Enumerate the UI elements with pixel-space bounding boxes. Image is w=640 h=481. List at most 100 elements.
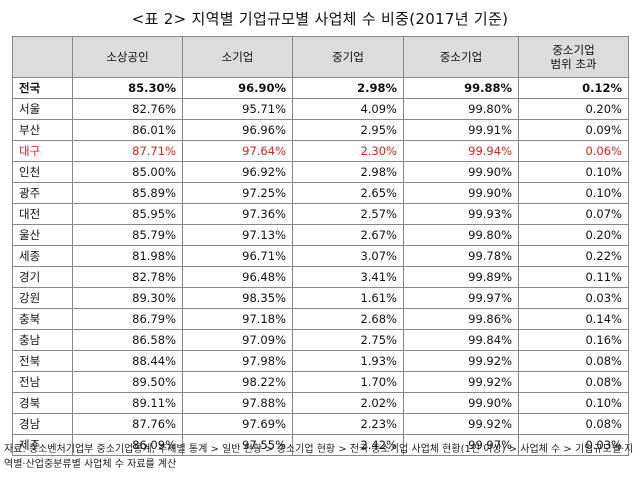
value-cell: 96.48% [182,266,293,288]
value-cell: 0.22% [518,245,629,267]
region-cell: 전국 [12,77,73,99]
value-cell: 3.41% [292,266,404,288]
value-cell: 96.90% [182,77,293,99]
value-cell: 4.09% [292,98,404,120]
value-cell: 96.96% [182,119,293,141]
value-cell: 89.50% [72,371,183,393]
value-cell: 2.23% [292,413,404,435]
region-cell: 울산 [12,224,73,246]
region-cell: 경기 [12,266,73,288]
value-cell: 3.07% [292,245,404,267]
value-cell: 0.06% [518,140,629,162]
value-cell: 2.75% [292,329,404,351]
value-cell: 99.97% [403,434,519,456]
value-cell: 97.64% [182,140,293,162]
value-cell: 99.93% [403,203,519,225]
value-cell: 99.92% [403,371,519,393]
value-cell: 81.98% [72,245,183,267]
value-cell: 2.95% [292,119,404,141]
value-cell: 86.79% [72,308,183,330]
value-cell: 95.71% [182,98,293,120]
table-row: 전남 89.50% 98.22% 1.70% 99.92% 0.08% [12,371,629,393]
region-cell: 전남 [12,371,73,393]
value-cell: 99.97% [403,287,519,309]
table-row: 경기 82.78% 96.48% 3.41% 99.89% 0.11% [12,266,629,288]
region-cell: 세종 [12,245,73,267]
value-cell: 87.76% [72,413,183,435]
table-row: 전국 85.30% 96.90% 2.98% 99.88% 0.12% [12,77,629,99]
value-cell: 2.67% [292,224,404,246]
table-row: 경북 89.11% 97.88% 2.02% 99.90% 0.10% [12,392,629,414]
value-cell: 2.98% [292,161,404,183]
value-cell: 99.88% [403,77,519,99]
value-cell: 97.18% [182,308,293,330]
table-row: 충남 86.58% 97.09% 2.75% 99.84% 0.16% [12,329,629,351]
value-cell: 99.90% [403,161,519,183]
value-cell: 86.01% [72,119,183,141]
value-cell: 82.78% [72,266,183,288]
column-header: 중소기업 범위 초과 [518,36,629,78]
value-cell: 0.07% [518,203,629,225]
value-cell: 99.80% [403,98,519,120]
table-row: 전북 88.44% 97.98% 1.93% 99.92% 0.08% [12,350,629,372]
value-cell: 0.10% [518,182,629,204]
value-cell: 99.89% [403,266,519,288]
value-cell: 97.13% [182,224,293,246]
table-row: 대구 87.71% 97.64% 2.30% 99.94% 0.06% [12,140,629,162]
value-cell: 0.09% [518,119,629,141]
column-header: 소기업 [182,36,293,78]
column-header: 소상공인 [72,36,183,78]
value-cell: 97.98% [182,350,293,372]
value-cell: 0.12% [518,77,629,99]
value-cell: 82.76% [72,98,183,120]
value-cell: 1.93% [292,350,404,372]
value-cell: 99.92% [403,413,519,435]
table-title: <표 2> 지역별 기업규모별 사업체 수 비중(2017년 기준) [131,10,509,28]
value-cell: 0.14% [518,308,629,330]
value-cell: 85.00% [72,161,183,183]
value-cell: 89.30% [72,287,183,309]
value-cell: 97.69% [182,413,293,435]
value-cell: 1.70% [292,371,404,393]
value-cell: 88.44% [72,350,183,372]
value-cell: 0.08% [518,371,629,393]
source-note: 자료: 중소벤처기업부 중소기업통계, 주제별 통계 > 일반 현황 > 중소기… [4,444,634,470]
value-cell: 0.20% [518,224,629,246]
value-cell: 97.09% [182,329,293,351]
table-row: 대전 85.95% 97.36% 2.57% 99.93% 0.07% [12,203,629,225]
value-cell: 99.80% [403,224,519,246]
value-cell: 2.68% [292,308,404,330]
value-cell: 97.55% [182,434,293,456]
value-cell: 2.57% [292,203,404,225]
value-cell: 98.35% [182,287,293,309]
region-cell: 부산 [12,119,73,141]
table-row: 강원 89.30% 98.35% 1.61% 99.97% 0.03% [12,287,629,309]
table-body: 전국 85.30% 96.90% 2.98% 99.88% 0.12% 서울 82.76% 95… [12,77,629,456]
value-cell: 0.03% [518,434,629,456]
value-cell: 99.92% [403,350,519,372]
value-cell: 96.92% [182,161,293,183]
value-cell: 97.25% [182,182,293,204]
region-cell: 서울 [12,98,73,120]
value-cell: 0.10% [518,161,629,183]
value-cell: 98.22% [182,371,293,393]
value-cell: 99.86% [403,308,519,330]
header-row: 소상공인 소기업 중기업 중소기업 중소기업 범위 초과 [12,36,629,78]
table-row: 경남 87.76% 97.69% 2.23% 99.92% 0.08% [12,413,629,435]
table-row: 부산 86.01% 96.96% 2.95% 99.91% 0.09% [12,119,629,141]
value-cell: 0.20% [518,98,629,120]
value-cell: 2.42% [292,434,404,456]
region-cell: 대전 [12,203,73,225]
region-cell: 광주 [12,182,73,204]
data-table: 소상공인 소기업 중기업 중소기업 중소기업 범위 초과 전국 85.30% 96.90% 2.… [12,36,629,456]
value-cell: 0.08% [518,413,629,435]
value-cell: 2.65% [292,182,404,204]
table-row: 서울 82.76% 95.71% 4.09% 99.80% 0.20% [12,98,629,120]
table-row: 충북 86.79% 97.18% 2.68% 99.86% 0.14% [12,308,629,330]
table-row: 인천 85.00% 96.92% 2.98% 99.90% 0.10% [12,161,629,183]
value-cell: 99.94% [403,140,519,162]
value-cell: 0.16% [518,329,629,351]
region-cell: 경남 [12,413,73,435]
table-row: 제주 86.09% 97.55% 2.42% 99.97% 0.03% [12,434,629,456]
value-cell: 85.30% [72,77,183,99]
